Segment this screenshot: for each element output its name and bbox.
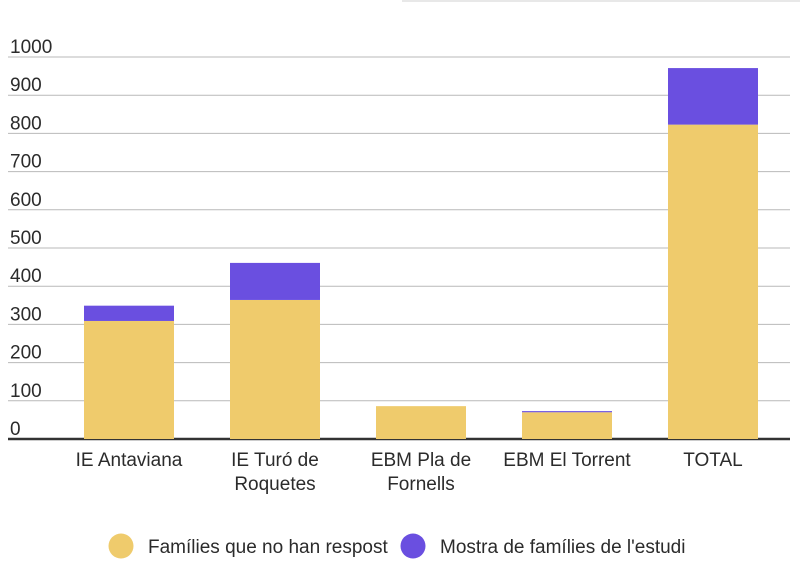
y-tick-label: 200: [10, 343, 42, 364]
bar-segment: [376, 406, 466, 439]
y-tick-label: 300: [10, 304, 42, 325]
y-tick-label: 1000: [10, 37, 52, 58]
x-tick-label: TOTAL: [683, 450, 742, 471]
bar-segment: [230, 262, 320, 300]
legend-swatch: [400, 533, 426, 559]
x-tick-label: Fornells: [387, 474, 455, 495]
y-tick-label: 700: [10, 152, 42, 173]
bar-segment: [84, 305, 174, 321]
bar-segment: [668, 124, 758, 439]
y-tick-label: 800: [10, 113, 42, 134]
y-tick-label: 500: [10, 228, 42, 249]
y-tick-label: 400: [10, 266, 42, 287]
legend-label: Mostra de famílies de l'estudi: [440, 537, 685, 558]
legend: Famílies que no han respost Mostra de fam…: [108, 533, 685, 559]
bars: [84, 68, 758, 439]
bar-segment: [668, 68, 758, 125]
x-axis-ticks: IE Antaviana IE Turó de Roquetes EBM Pla de…: [76, 450, 743, 495]
bar-segment: [84, 320, 174, 439]
bar-segment: [522, 412, 612, 439]
y-tick-label: 0: [10, 419, 21, 440]
x-tick-label: EBM El Torrent: [503, 450, 631, 471]
bar-segment: [230, 299, 320, 439]
x-tick-label: EBM Pla de: [371, 450, 471, 471]
x-tick-label: Roquetes: [234, 474, 315, 495]
bar-segment: [522, 411, 612, 413]
y-tick-label: 600: [10, 190, 42, 211]
legend-label: Famílies que no han respost: [148, 537, 388, 558]
x-tick-label: IE Antaviana: [76, 450, 183, 471]
y-tick-label: 100: [10, 381, 42, 402]
y-tick-label: 900: [10, 75, 42, 96]
x-tick-label: IE Turó de: [231, 450, 319, 471]
legend-swatch: [108, 533, 134, 559]
y-axis-ticks: 0 100 200 300 400 500 600 700 800 900 1000: [10, 37, 52, 440]
top-divider: [402, 0, 800, 2]
